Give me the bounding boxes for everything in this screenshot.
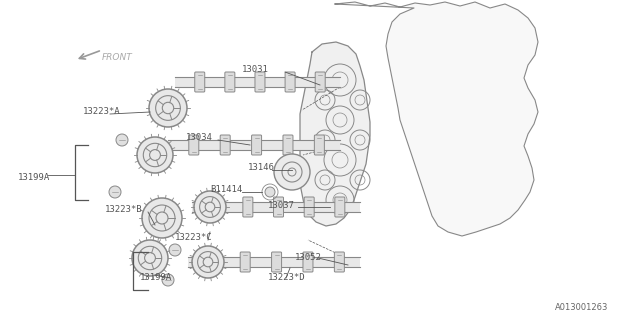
FancyBboxPatch shape bbox=[273, 197, 284, 217]
Text: FRONT: FRONT bbox=[102, 52, 132, 61]
Circle shape bbox=[116, 134, 128, 146]
FancyBboxPatch shape bbox=[303, 252, 313, 272]
Text: 13223*A: 13223*A bbox=[83, 108, 120, 116]
Text: 13037: 13037 bbox=[268, 201, 295, 210]
Text: B11414: B11414 bbox=[210, 186, 243, 195]
FancyBboxPatch shape bbox=[271, 252, 282, 272]
Polygon shape bbox=[188, 257, 360, 267]
Polygon shape bbox=[175, 77, 340, 87]
Circle shape bbox=[149, 89, 187, 127]
FancyBboxPatch shape bbox=[285, 72, 295, 92]
Text: A013001263: A013001263 bbox=[555, 303, 609, 313]
Circle shape bbox=[109, 186, 121, 198]
Text: 13199A: 13199A bbox=[140, 274, 172, 283]
FancyBboxPatch shape bbox=[240, 252, 250, 272]
FancyBboxPatch shape bbox=[335, 197, 345, 217]
FancyBboxPatch shape bbox=[283, 135, 293, 155]
FancyBboxPatch shape bbox=[314, 135, 324, 155]
FancyBboxPatch shape bbox=[304, 197, 314, 217]
Circle shape bbox=[132, 240, 168, 276]
Polygon shape bbox=[168, 140, 340, 150]
Circle shape bbox=[137, 137, 173, 173]
FancyBboxPatch shape bbox=[212, 197, 222, 217]
FancyBboxPatch shape bbox=[315, 72, 325, 92]
Circle shape bbox=[162, 274, 174, 286]
FancyBboxPatch shape bbox=[255, 72, 265, 92]
FancyBboxPatch shape bbox=[252, 135, 262, 155]
Polygon shape bbox=[192, 202, 360, 212]
Polygon shape bbox=[300, 42, 370, 226]
Text: 13031: 13031 bbox=[242, 66, 269, 75]
Text: 13034: 13034 bbox=[186, 133, 213, 142]
FancyBboxPatch shape bbox=[209, 252, 219, 272]
FancyBboxPatch shape bbox=[243, 197, 253, 217]
Text: 13199A: 13199A bbox=[18, 173, 51, 182]
Text: 13223*C: 13223*C bbox=[175, 234, 212, 243]
Text: 13223*B: 13223*B bbox=[105, 205, 143, 214]
Text: 13223*D: 13223*D bbox=[268, 274, 306, 283]
FancyBboxPatch shape bbox=[220, 135, 230, 155]
FancyBboxPatch shape bbox=[225, 72, 235, 92]
Polygon shape bbox=[335, 2, 538, 236]
FancyBboxPatch shape bbox=[189, 135, 199, 155]
Circle shape bbox=[194, 191, 226, 223]
Circle shape bbox=[142, 198, 182, 238]
Circle shape bbox=[274, 154, 310, 190]
Circle shape bbox=[192, 246, 224, 278]
FancyBboxPatch shape bbox=[195, 72, 205, 92]
Circle shape bbox=[169, 244, 181, 256]
Circle shape bbox=[265, 187, 275, 197]
FancyBboxPatch shape bbox=[334, 252, 344, 272]
Text: 13146: 13146 bbox=[248, 164, 275, 172]
Text: 13052: 13052 bbox=[295, 253, 322, 262]
